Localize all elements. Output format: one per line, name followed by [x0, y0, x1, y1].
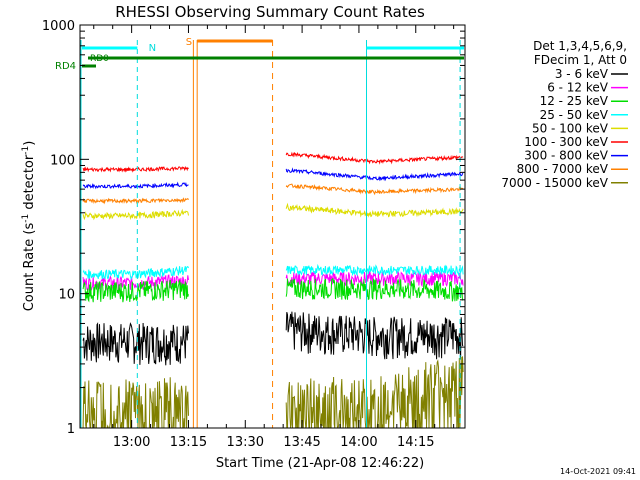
- y-tick-label: 1000: [42, 19, 75, 34]
- y-axis-label: Count Rate (s-1 detector-1): [21, 141, 37, 312]
- x-tick-label: 13:30: [227, 435, 264, 450]
- timestamp: 14-Oct-2021 09:41: [560, 467, 636, 476]
- series-line: [82, 197, 189, 205]
- plot-frame: [79, 24, 466, 429]
- legend-label: 25 - 50 keV: [540, 108, 609, 122]
- series-0: [82, 311, 464, 366]
- series-line: [285, 311, 464, 360]
- y-axis-label-sup1: -1: [21, 214, 31, 223]
- y-axis-label-part2: detector: [22, 154, 37, 214]
- y-tick-label: 1: [67, 422, 75, 437]
- series-line: [285, 263, 464, 277]
- annotation-rd4: RD4: [55, 61, 76, 72]
- series-line: [82, 279, 189, 303]
- y-tick-label: 10: [58, 288, 75, 303]
- series-line: [82, 377, 189, 429]
- y-axis-label-part3: ): [22, 141, 37, 146]
- series-line: [285, 183, 464, 196]
- series-line: [82, 165, 189, 173]
- series-line: [285, 167, 464, 182]
- series-4: [82, 202, 464, 221]
- x-tick-label: 13:45: [283, 435, 320, 450]
- legend-header-2: FDecim 1, Att 0: [534, 53, 627, 67]
- series-3: [82, 263, 464, 281]
- series-5: [82, 151, 464, 173]
- series-line: [285, 202, 464, 218]
- y-axis-label-sup2: -1: [21, 146, 31, 155]
- x-axis-label: Start Time (21-Apr-08 12:46:22): [216, 456, 424, 471]
- series-line: [285, 151, 464, 165]
- annotation-s: S: [186, 37, 192, 48]
- x-tick-label: 14:00: [340, 435, 377, 450]
- legend-header-1: Det 1,3,4,5,6,9,: [533, 39, 627, 53]
- x-tick-label: 13:00: [113, 435, 150, 450]
- legend-label: 6 - 12 keV: [547, 81, 609, 95]
- legend-label: 50 - 100 keV: [532, 121, 609, 135]
- series-line: [82, 274, 189, 292]
- series-line: [82, 322, 189, 366]
- series-line: [82, 265, 189, 281]
- series-2: [82, 277, 464, 303]
- legend-label: 300 - 800 keV: [524, 149, 608, 163]
- axes-layer: 13:00 13:15 13:30 13:45 14:00 14:15 1 10 100 1000: [42, 19, 465, 450]
- x-tick-label: 13:15: [170, 435, 207, 450]
- y-axis-label-part1: Count Rate (s: [22, 223, 37, 312]
- x-tick-label: 14:15: [397, 435, 434, 450]
- legend-label: 12 - 25 keV: [540, 94, 609, 108]
- plot-data-layer: [82, 151, 464, 429]
- legend-label: 100 - 300 keV: [524, 135, 608, 149]
- annotation-rd0: RD0: [90, 54, 109, 64]
- series-line: [82, 208, 189, 221]
- y-tick-label: 100: [50, 153, 75, 168]
- legend-label: 7000 - 15000 keV: [501, 176, 608, 190]
- series-line: [82, 181, 189, 190]
- series-7: [82, 183, 464, 205]
- overlay-layer: N S RD0 RD4: [55, 37, 464, 428]
- series-line: [285, 277, 464, 302]
- annotation-n: N: [149, 43, 156, 54]
- legend-label: 800 - 7000 keV: [517, 162, 609, 176]
- chart-title: RHESSI Observing Summary Count Rates: [115, 3, 425, 21]
- series-6: [82, 167, 464, 190]
- legend-label: 3 - 6 keV: [555, 67, 609, 81]
